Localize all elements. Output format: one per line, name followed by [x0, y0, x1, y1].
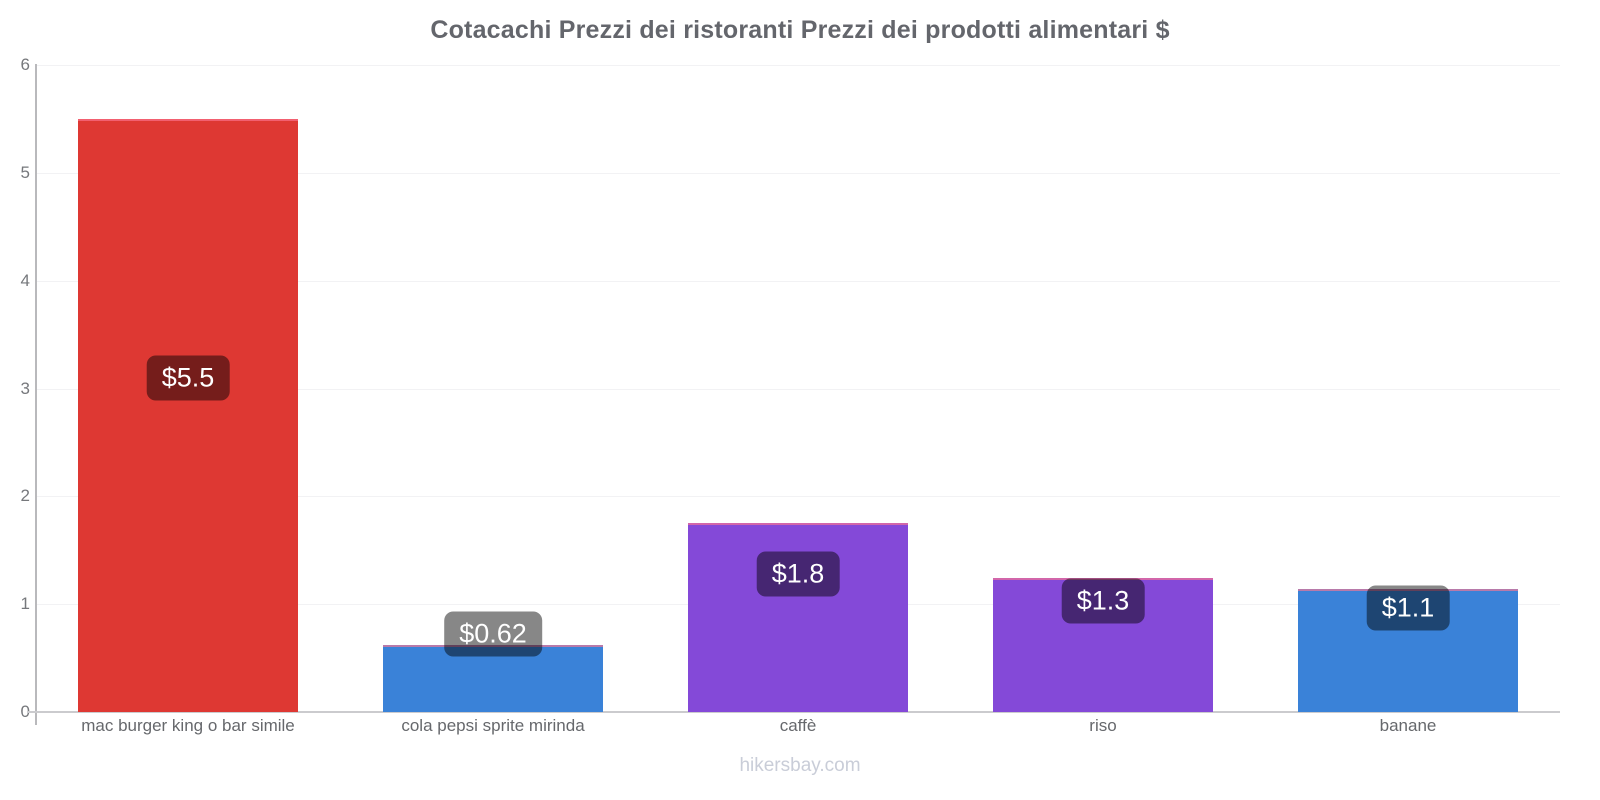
gridline-y-5 — [36, 173, 1560, 174]
y-tick-label-3: 3 — [20, 379, 30, 398]
gridline-y-3 — [36, 389, 1560, 390]
x-category-label-2: caffè — [779, 716, 817, 735]
bar-4 — [1298, 589, 1518, 712]
y-tick-label-0: 0 — [20, 702, 30, 721]
bar-0 — [78, 119, 298, 712]
x-category-label-0: mac burger king o bar simile — [81, 716, 295, 735]
watermark-hikersbay: hikersbay.com — [739, 755, 861, 776]
bar-value-label-4: $1.1 — [1366, 585, 1450, 631]
gridline-y-2 — [36, 496, 1560, 497]
gridline-y-6 — [36, 65, 1560, 66]
y-tick-label-6: 6 — [20, 55, 30, 74]
x-category-label-4: banane — [1379, 716, 1437, 735]
y-axis-line — [35, 64, 37, 725]
y-tick-label-5: 5 — [20, 163, 30, 182]
x-category-label-1: cola pepsi sprite mirinda — [401, 716, 585, 735]
chart-title: Cotacachi Prezzi dei ristoranti Prezzi d… — [430, 16, 1170, 44]
y-tick-label-1: 1 — [20, 594, 30, 613]
y-tick-label-2: 2 — [20, 486, 30, 505]
bar-2 — [688, 523, 908, 712]
bar-value-label-2: $1.8 — [756, 551, 840, 597]
bar-3 — [993, 578, 1213, 712]
bar-value-label-3: $1.3 — [1061, 578, 1145, 624]
gridline-y-4 — [36, 281, 1560, 282]
bar-value-label-1: $0.62 — [444, 611, 542, 657]
x-category-label-3: riso — [1089, 716, 1117, 735]
bar-value-label-0: $5.5 — [146, 355, 230, 401]
y-tick-label-4: 4 — [20, 271, 30, 290]
bar-1 — [383, 645, 603, 712]
x-axis-line — [27, 711, 1560, 713]
